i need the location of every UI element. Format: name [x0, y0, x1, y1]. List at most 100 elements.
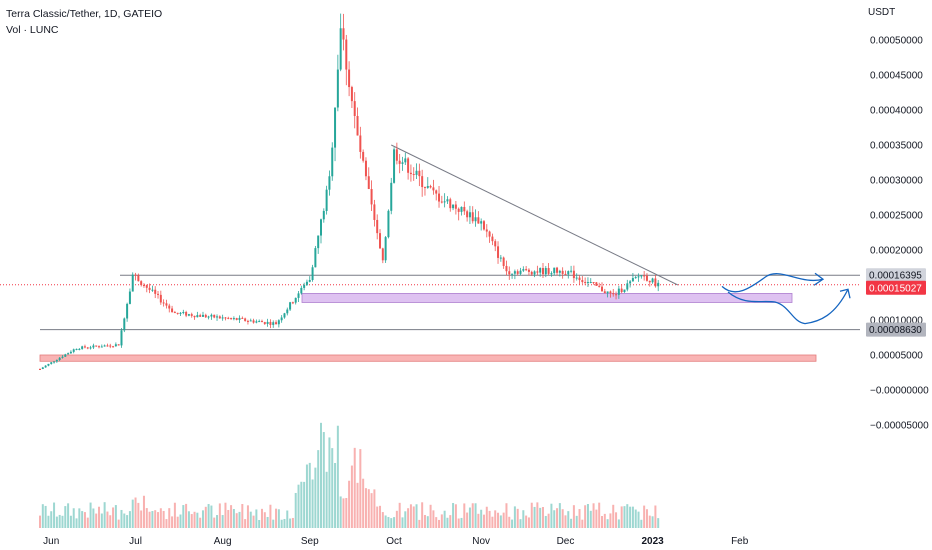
volume-bar — [334, 462, 337, 528]
volume-bar — [328, 437, 331, 528]
volume-bar — [227, 509, 230, 528]
candle-body — [100, 346, 103, 348]
candle-body — [244, 318, 247, 321]
candle-body — [435, 190, 438, 194]
volume-bar — [314, 467, 317, 528]
candle-body — [272, 322, 275, 325]
candle-body — [654, 278, 657, 287]
volume-bar — [393, 517, 396, 528]
candle-body — [606, 291, 609, 294]
volume-bar — [359, 449, 362, 528]
candle-body — [277, 320, 280, 325]
candle-body — [395, 149, 398, 161]
chart-legend: Terra Classic/Tether, 1D, GATEIO Vol · L… — [6, 6, 162, 38]
volume-bar — [438, 519, 441, 528]
volume-bar — [547, 513, 550, 528]
candle-body — [390, 182, 393, 211]
volume-bar — [376, 506, 379, 528]
candle-body — [199, 315, 202, 317]
candle-body — [438, 193, 441, 202]
candle-body — [114, 344, 117, 347]
volume-bar — [342, 498, 345, 528]
candle-body — [603, 291, 606, 294]
candle-body — [558, 270, 561, 273]
volume-bar — [452, 502, 455, 528]
candle-body — [241, 317, 244, 319]
volume-bar — [645, 509, 648, 528]
volume-bar — [440, 514, 443, 528]
volume-bar — [72, 508, 75, 528]
volume-bar — [128, 511, 131, 528]
candle-body — [145, 285, 148, 288]
candle-body — [620, 288, 623, 293]
candle-body — [527, 269, 530, 272]
candle-body — [631, 278, 634, 282]
volume-bar — [339, 496, 342, 528]
candle-body — [246, 320, 249, 322]
candle-body — [539, 268, 542, 273]
projection-path-short[interactable] — [721, 273, 824, 293]
candle-body — [452, 204, 455, 209]
volume-indicator-label[interactable]: Vol · LUNC — [6, 24, 59, 36]
volume-bar — [322, 432, 325, 528]
candle-body — [502, 257, 505, 266]
volume-bar — [482, 514, 485, 528]
volume-bar — [570, 518, 573, 528]
volume-bar — [367, 489, 370, 528]
candle-body — [339, 28, 342, 70]
symbol-title[interactable]: Terra Classic/Tether, 1D, GATEIO — [6, 8, 163, 20]
candle-body — [645, 275, 648, 281]
volume-bar — [114, 505, 117, 528]
volume-bar — [443, 510, 446, 528]
candle-body — [589, 282, 592, 284]
y-tick-label: 0.00010000 — [870, 316, 923, 327]
candle-body — [297, 293, 300, 298]
volume-bar — [241, 504, 244, 528]
demand-zone[interactable] — [301, 292, 793, 303]
x-tick-label: Sep — [301, 536, 319, 547]
candle-body — [485, 229, 488, 232]
volume-bar — [432, 510, 435, 528]
volume-bar — [159, 508, 162, 528]
volume-bar — [83, 512, 86, 528]
volume-bar — [466, 512, 469, 528]
volume-bar — [331, 448, 334, 528]
volume-bar — [657, 518, 660, 528]
time-axis[interactable]: Jun Jul Aug Sep Oct Nov Dec 2023 Feb — [43, 536, 749, 547]
currency-label: USDT — [868, 7, 895, 18]
volume-bar — [218, 503, 221, 528]
volume-bar — [480, 509, 483, 528]
candle-body — [109, 345, 112, 347]
volume-bar — [210, 505, 213, 528]
volume-bar — [291, 517, 294, 528]
candle-body — [320, 219, 322, 236]
price-axis[interactable]: 0.00050000 0.00045000 0.00040000 0.00035000… — [870, 36, 929, 432]
candle-body — [491, 236, 494, 242]
volume-bar — [556, 508, 559, 528]
x-tick-label: Feb — [731, 536, 749, 547]
candle-body — [154, 289, 157, 294]
candle-body — [623, 289, 626, 293]
candle-body — [67, 353, 70, 355]
volume-bar — [300, 481, 303, 528]
candle-body — [595, 282, 598, 286]
volume-bar — [415, 504, 418, 528]
volume-bar — [471, 503, 474, 528]
x-tick-label: 2023 — [641, 536, 664, 547]
candle-body — [440, 201, 443, 203]
candle-body — [519, 270, 522, 274]
volume-bar — [44, 505, 47, 528]
candle-body — [359, 135, 362, 152]
candle-body — [140, 281, 143, 285]
candle-body — [275, 322, 278, 325]
candle-body — [98, 346, 101, 348]
volume-bar — [553, 510, 556, 528]
low-zone[interactable] — [39, 354, 817, 362]
candle-body — [218, 316, 221, 319]
volume-bar — [348, 480, 351, 528]
candle-body — [634, 277, 637, 279]
y-tick-label: −0.00000000 — [870, 386, 929, 397]
descending-trendline[interactable] — [391, 144, 679, 286]
projection-path-long[interactable] — [727, 288, 849, 325]
